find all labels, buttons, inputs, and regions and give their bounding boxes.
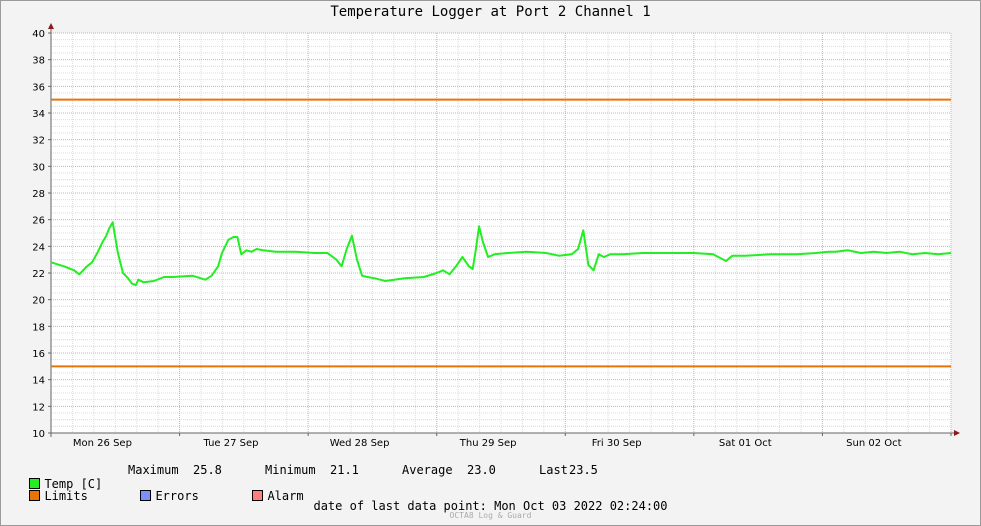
legend-alarm: Alarm bbox=[238, 475, 304, 503]
x-axis-arrow bbox=[954, 430, 960, 436]
y-tick-label: 12 bbox=[32, 402, 45, 413]
x-tick-label: Sun 02 Oct bbox=[846, 438, 901, 449]
y-tick-label: 10 bbox=[32, 429, 45, 440]
stat-average-label: Average bbox=[402, 463, 453, 477]
x-tick-label: Sat 01 Oct bbox=[719, 438, 772, 449]
limits-swatch bbox=[29, 490, 41, 501]
legend-temp-label: Temp [C] bbox=[44, 477, 103, 491]
y-tick-label: 36 bbox=[32, 82, 45, 93]
legend-row-2: Limits bbox=[15, 475, 88, 503]
y-tick-label: 32 bbox=[32, 136, 45, 147]
y-tick-label: 14 bbox=[32, 376, 45, 387]
stat-minimum-label: Minimum bbox=[265, 463, 316, 477]
stat-average-value: 23.0 bbox=[467, 463, 496, 477]
y-tick-label: 26 bbox=[32, 216, 45, 227]
x-tick-label: Fri 30 Sep bbox=[592, 438, 642, 449]
y-tick-label: 18 bbox=[32, 322, 45, 333]
y-tick-label: 30 bbox=[32, 162, 45, 173]
footer-credit: OCTA8 Log & Guard bbox=[449, 511, 532, 520]
legend-limits-label: Limits bbox=[44, 489, 88, 503]
y-tick-label: 22 bbox=[32, 269, 45, 280]
chart-title: Temperature Logger at Port 2 Channel 1 bbox=[330, 4, 651, 20]
y-tick-label: 34 bbox=[32, 109, 45, 120]
legend-alarm-label: Alarm bbox=[267, 489, 304, 503]
x-tick-label: Tue 27 Sep bbox=[202, 438, 258, 449]
alarm-swatch bbox=[252, 490, 264, 501]
stat-maximum-label: Maximum bbox=[128, 463, 179, 477]
errors-swatch bbox=[140, 490, 152, 501]
temp-swatch bbox=[29, 478, 41, 489]
y-tick-label: 40 bbox=[32, 29, 45, 40]
stat-last-label: Last bbox=[539, 463, 568, 477]
y-axis-arrow bbox=[48, 23, 54, 29]
legend-row-1: Temp [C] bbox=[15, 463, 102, 491]
legend-errors-label: Errors bbox=[155, 489, 199, 503]
y-tick-label: 16 bbox=[32, 349, 45, 360]
y-tick-label: 24 bbox=[32, 242, 45, 253]
y-tick-label: 20 bbox=[32, 296, 45, 307]
stat-maximum-value: 25.8 bbox=[193, 463, 222, 477]
stat-last-value: 23.5 bbox=[569, 463, 598, 477]
y-tick-label: 38 bbox=[32, 56, 45, 67]
legend-errors: Errors bbox=[126, 475, 199, 503]
y-tick-label: 28 bbox=[32, 189, 45, 200]
temp-series-line bbox=[50, 221, 952, 286]
x-tick-label: Wed 28 Sep bbox=[330, 438, 390, 449]
last-data-point: date of last data point: Mon Oct 03 2022… bbox=[313, 499, 668, 513]
x-tick-label: Mon 26 Sep bbox=[73, 438, 132, 449]
x-tick-label: Thu 29 Sep bbox=[459, 438, 517, 449]
stat-minimum-value: 21.1 bbox=[330, 463, 359, 477]
